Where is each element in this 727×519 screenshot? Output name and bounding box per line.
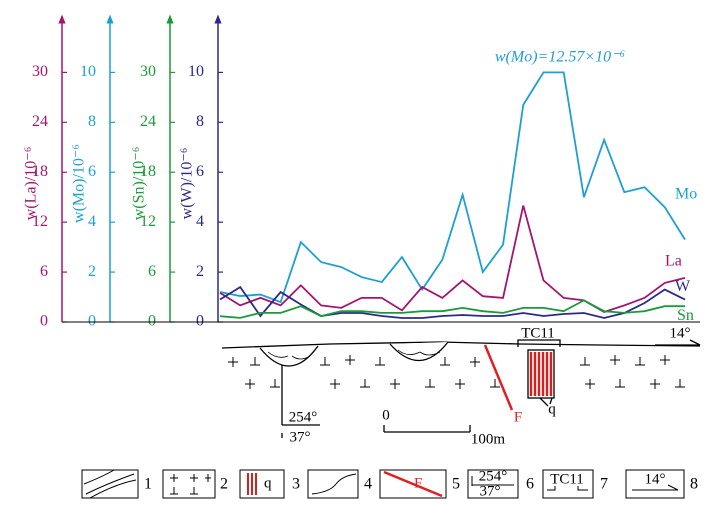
legend-strike: 254° [479, 468, 508, 484]
series-label: W [675, 278, 691, 295]
y-tick-label: 10 [188, 63, 204, 80]
trench-label: TC11 [521, 325, 555, 341]
legend-number: 5 [452, 476, 460, 493]
y-tick-label: 4 [196, 213, 204, 230]
y-tick-label: 18 [32, 163, 48, 180]
y-tick-label: 0 [40, 313, 48, 330]
y-tick-label: 6 [88, 163, 96, 180]
series-line [219, 299, 685, 319]
annotation: w(Mo)=12.57×10⁻⁶ [495, 49, 626, 66]
y-tick-label: 0 [196, 313, 204, 330]
y-tick-label: 0 [148, 313, 156, 330]
y-tick-label: 6 [40, 263, 48, 280]
legend-number: 8 [690, 476, 698, 493]
legend-dip: 37° [480, 483, 501, 499]
legend-vein: q [264, 475, 272, 491]
y-tick-label: 0 [88, 313, 96, 330]
y-axis-title: w(W)/10⁻⁶ [179, 148, 196, 220]
legend-fault: F [414, 475, 422, 491]
legend-symbols [81, 469, 685, 499]
series-line [219, 71, 686, 304]
y-tick-label: 4 [88, 213, 96, 230]
strike-label: 254° [289, 409, 318, 425]
y-axis-title: w(Mo)/10⁻⁶ [71, 144, 88, 223]
y-tick-label: 6 [148, 263, 156, 280]
y-tick-label: 2 [88, 263, 96, 280]
section [221, 339, 701, 438]
vein-label: q [548, 401, 556, 417]
y-tick-label: 10 [80, 63, 96, 80]
y-tick-label: 24 [32, 113, 48, 130]
y-tick-label: 24 [140, 113, 156, 130]
y-tick-label: 18 [140, 163, 156, 180]
y-axis-title: w(La)/10⁻⁶ [23, 147, 40, 221]
series-label: Sn [677, 307, 694, 324]
azimuth-label: 14° [670, 325, 691, 341]
y-tick-label: 12 [32, 213, 48, 230]
series-label: Mo [675, 185, 697, 202]
legend-number: 4 [364, 476, 372, 493]
legend-number: 6 [526, 476, 534, 493]
legend-number: 7 [600, 476, 608, 493]
series-line [219, 205, 686, 313]
y-axis-title: w(Sn)/10⁻⁶ [131, 147, 148, 221]
y-tick-label: 2 [196, 263, 204, 280]
legend-number: 2 [220, 476, 228, 493]
legend-trench: TC11 [550, 471, 584, 487]
y-tick-label: 8 [88, 113, 96, 130]
scale-end: 100m [471, 431, 506, 447]
legend-number: 3 [292, 476, 300, 493]
fault-label: F [514, 409, 522, 425]
legend-azimuth: 14° [645, 471, 666, 487]
dip-label: 37° [290, 429, 311, 445]
y-tick-label: 8 [196, 113, 204, 130]
legend-number: 1 [144, 476, 152, 493]
y-tick-label: 12 [140, 213, 156, 230]
y-tick-label: 30 [32, 63, 48, 80]
y-tick-label: 6 [196, 163, 204, 180]
series-label: La [665, 253, 682, 270]
scale-start: 0 [382, 407, 390, 423]
series-line [219, 285, 686, 319]
y-tick-label: 30 [140, 63, 156, 80]
